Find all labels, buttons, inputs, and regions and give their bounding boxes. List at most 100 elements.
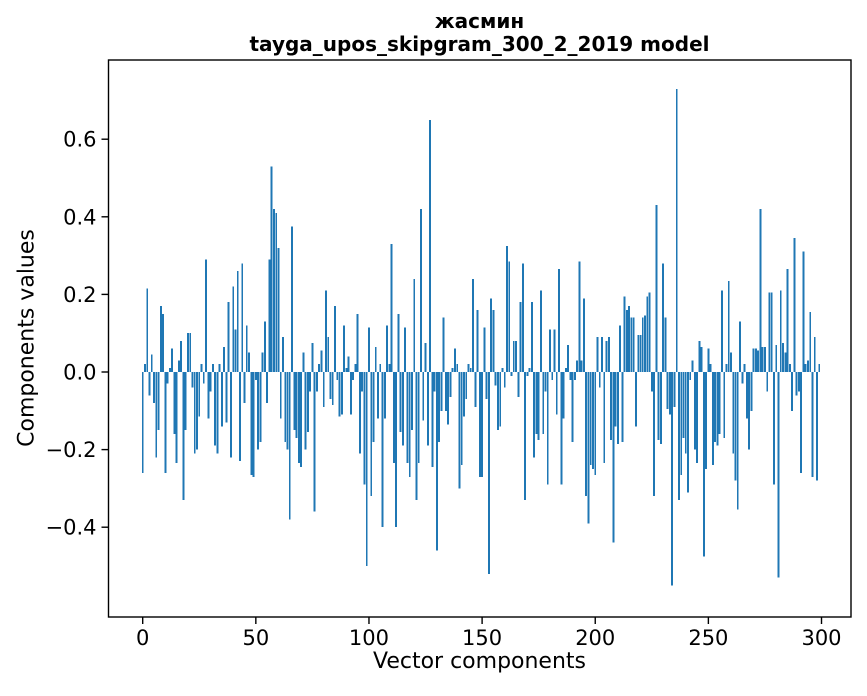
bar xyxy=(607,337,610,372)
bar xyxy=(766,372,769,392)
bar xyxy=(596,337,599,372)
bar xyxy=(684,372,687,454)
bar xyxy=(460,372,463,466)
bar xyxy=(797,372,800,392)
bar xyxy=(363,372,366,485)
bar xyxy=(745,372,748,419)
bar xyxy=(356,313,359,372)
bar xyxy=(340,372,343,415)
bar xyxy=(539,290,542,372)
bar xyxy=(757,350,760,372)
bar xyxy=(490,298,493,372)
bar xyxy=(506,245,508,372)
bar xyxy=(343,325,346,372)
bar xyxy=(786,269,789,372)
bar xyxy=(214,372,217,446)
bar xyxy=(155,372,158,458)
bar xyxy=(492,309,495,372)
bar xyxy=(209,372,212,392)
bar xyxy=(295,372,298,438)
bar xyxy=(406,372,409,464)
bar xyxy=(625,309,628,372)
bar xyxy=(560,372,563,485)
x-tick-label: 50 xyxy=(242,626,269,650)
bar xyxy=(162,313,165,372)
bar xyxy=(399,372,402,433)
bar xyxy=(800,372,803,473)
bar xyxy=(218,364,221,372)
bar xyxy=(164,372,167,473)
bar xyxy=(707,348,710,372)
bar xyxy=(377,372,379,419)
bar xyxy=(291,226,293,372)
bar xyxy=(739,321,741,372)
bar xyxy=(818,364,821,372)
bar xyxy=(381,372,384,528)
bar xyxy=(379,364,382,372)
bar xyxy=(535,372,538,435)
bar xyxy=(309,372,312,392)
bar xyxy=(250,372,253,475)
bar xyxy=(481,372,484,477)
y-tick-label: 0.0 xyxy=(63,361,96,385)
bar xyxy=(171,348,174,372)
bar xyxy=(435,372,438,551)
bar xyxy=(558,269,560,372)
bar xyxy=(496,372,499,431)
bar xyxy=(297,372,300,464)
bar xyxy=(318,364,321,372)
bar xyxy=(352,372,355,380)
bar xyxy=(311,342,314,372)
bar xyxy=(777,372,780,578)
bar xyxy=(725,364,728,372)
bar xyxy=(277,247,280,372)
bar xyxy=(666,372,669,409)
bar xyxy=(628,306,631,372)
bar xyxy=(623,296,626,372)
axes-frame xyxy=(107,59,852,618)
bar xyxy=(420,209,422,372)
bar xyxy=(429,119,432,372)
y-axis-label: Components values xyxy=(14,229,40,447)
bar xyxy=(388,364,391,372)
bar xyxy=(463,372,465,417)
bar xyxy=(750,372,753,411)
bar xyxy=(257,372,260,450)
bar xyxy=(616,372,619,444)
bar xyxy=(173,372,176,435)
bar xyxy=(721,290,723,372)
bar xyxy=(515,340,517,372)
bar xyxy=(587,372,590,524)
y-tick-label: 0.4 xyxy=(63,205,96,229)
bar xyxy=(365,372,368,566)
bar xyxy=(315,372,318,392)
bar xyxy=(397,313,400,372)
bar xyxy=(336,372,339,380)
bar xyxy=(234,329,237,372)
bar xyxy=(716,372,719,446)
bar xyxy=(252,372,255,477)
bar xyxy=(569,372,572,380)
bar xyxy=(594,372,597,475)
bar xyxy=(386,325,389,372)
bar xyxy=(239,372,241,462)
bar xyxy=(551,372,554,380)
x-tick-label: 250 xyxy=(688,626,728,650)
bar xyxy=(784,352,787,372)
bar xyxy=(451,368,454,372)
bar xyxy=(687,372,689,493)
bar xyxy=(718,372,721,435)
bar xyxy=(153,372,155,404)
bar xyxy=(675,88,678,372)
bar xyxy=(603,372,606,464)
bar xyxy=(245,325,248,372)
bar xyxy=(415,372,418,501)
bar xyxy=(474,372,477,407)
bar xyxy=(141,372,144,473)
bar xyxy=(424,342,427,372)
bar xyxy=(673,372,676,407)
bar xyxy=(578,261,581,372)
bar xyxy=(709,364,712,372)
bar xyxy=(313,372,316,512)
bar xyxy=(555,372,558,415)
